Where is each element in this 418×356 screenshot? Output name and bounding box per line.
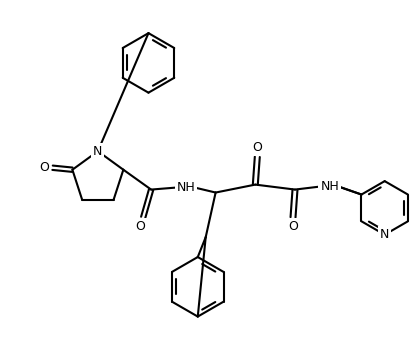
Text: N: N <box>93 145 102 158</box>
Text: NH: NH <box>320 180 339 193</box>
Text: NH: NH <box>176 181 195 194</box>
Text: O: O <box>40 161 50 174</box>
Text: N: N <box>380 228 390 241</box>
Text: O: O <box>252 141 262 155</box>
Text: O: O <box>288 220 298 233</box>
Text: O: O <box>135 220 145 233</box>
